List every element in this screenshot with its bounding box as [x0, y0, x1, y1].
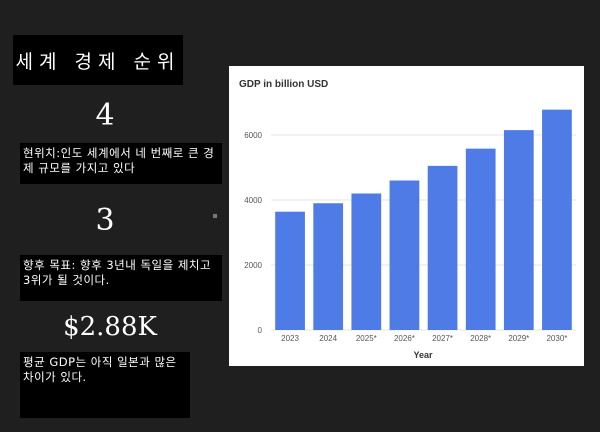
bar-2028 — [465, 148, 496, 330]
y-tick-label: 6000 — [244, 131, 262, 140]
page-title: 세계 경제 순위 — [15, 50, 181, 73]
bar-2027 — [427, 165, 458, 330]
x-tick-label: 2027* — [432, 334, 453, 343]
bar-2030 — [542, 109, 572, 331]
title-box: 세계 경제 순위 — [13, 35, 183, 85]
bar-2026 — [389, 180, 420, 330]
target-rank-description: 향후 목표: 향후 3년내 독일을 제치고 3위가 될 것이다. — [20, 255, 222, 301]
y-tick-label: 0 — [258, 326, 263, 335]
x-tick-label: 2023 — [281, 334, 299, 343]
current-rank-description: 현위치:인도 세계에서 네 번째로 큰 경제 규모를 가지고 있다 — [20, 143, 222, 184]
bar-2029 — [503, 130, 534, 330]
target-rank-number: 3 — [95, 203, 115, 238]
chart-title: GDP in billion USD — [239, 79, 328, 90]
bar-2025 — [351, 193, 382, 330]
y-tick-label: 2000 — [244, 261, 262, 270]
current-rank-number: 4 — [95, 98, 115, 133]
bar-2024 — [313, 203, 344, 330]
decorative-dot — [213, 214, 217, 218]
x-tick-label: 2025* — [356, 334, 377, 343]
gdp-per-capita-value: $2.88K — [63, 312, 157, 342]
gdp-per-capita-description: 평균 GDP는 아직 일본과 많은 차이가 있다. — [20, 352, 190, 418]
x-tick-label: 2030* — [546, 334, 567, 343]
bar-2023 — [275, 211, 305, 330]
x-axis-label: Year — [413, 350, 433, 360]
gdp-bar-chart: GDP in billion USD 0 2000 4000 6000 2023 202… — [239, 79, 576, 360]
x-tick-label: 2029* — [508, 334, 529, 343]
chart-panel: GDP in billion USD 0 2000 4000 6000 2023 202… — [229, 66, 584, 366]
y-tick-label: 4000 — [244, 196, 262, 205]
x-tick-label: 2024 — [319, 334, 337, 343]
x-tick-label: 2028* — [470, 334, 491, 343]
x-tick-label: 2026* — [394, 334, 415, 343]
